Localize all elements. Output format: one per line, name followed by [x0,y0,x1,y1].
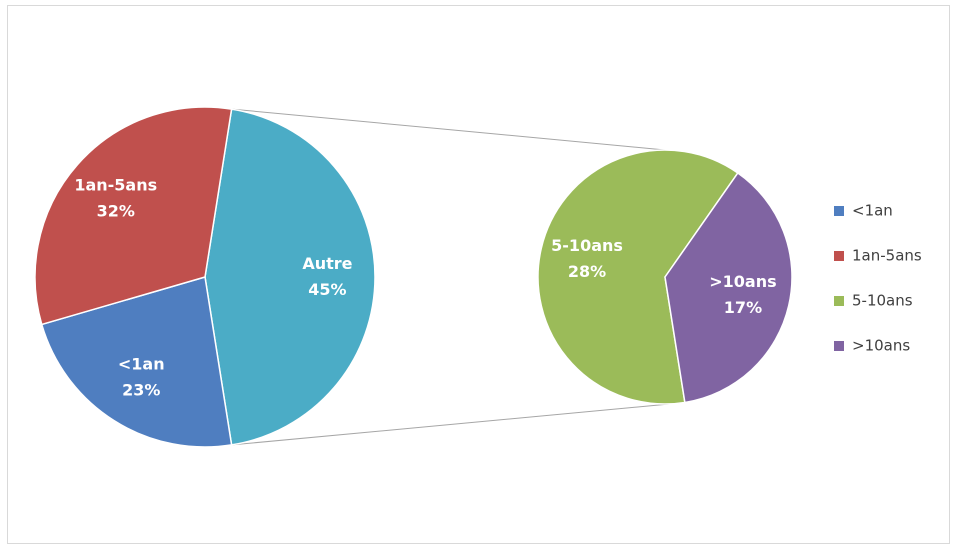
data-label: <1an 23% [118,354,165,399]
legend-label: <1an [852,202,893,220]
legend-swatch [834,341,844,351]
pie-slice [40,276,233,448]
data-label: 5-10ans 28% [551,236,623,281]
legend-label: >10ans [852,337,910,355]
data-label-name: <1an [118,354,165,373]
connector-line [231,402,681,446]
data-label: Autre 45% [302,254,352,299]
legend-swatch [834,206,844,216]
data-label-value: 17% [724,297,762,316]
data-label: 1an-5ans 32% [74,175,157,220]
connector-line [231,108,666,151]
legend: <1an 1an-5ans 5-10ans >10ans [822,186,944,366]
data-label-name: 1an-5ans [74,175,157,194]
data-label-name: >10ans [709,271,776,290]
connectors [231,108,681,446]
data-label: >10ans 17% [709,271,776,316]
pie-slice [34,106,233,326]
data-label-value: 28% [568,262,606,281]
data-label-value: 23% [122,380,160,399]
legend-label: 5-10ans [852,292,913,310]
legend-swatch [834,251,844,261]
data-label-value: 32% [97,201,135,220]
legend-swatch [834,296,844,306]
data-label-name: Autre [302,254,352,273]
pie-slice [537,149,739,405]
data-label-value: 45% [308,280,346,299]
data-label-name: 5-10ans [551,236,623,255]
pie-slice [204,108,376,446]
legend-label: 1an-5ans [852,247,922,265]
pie-slice [664,171,793,404]
